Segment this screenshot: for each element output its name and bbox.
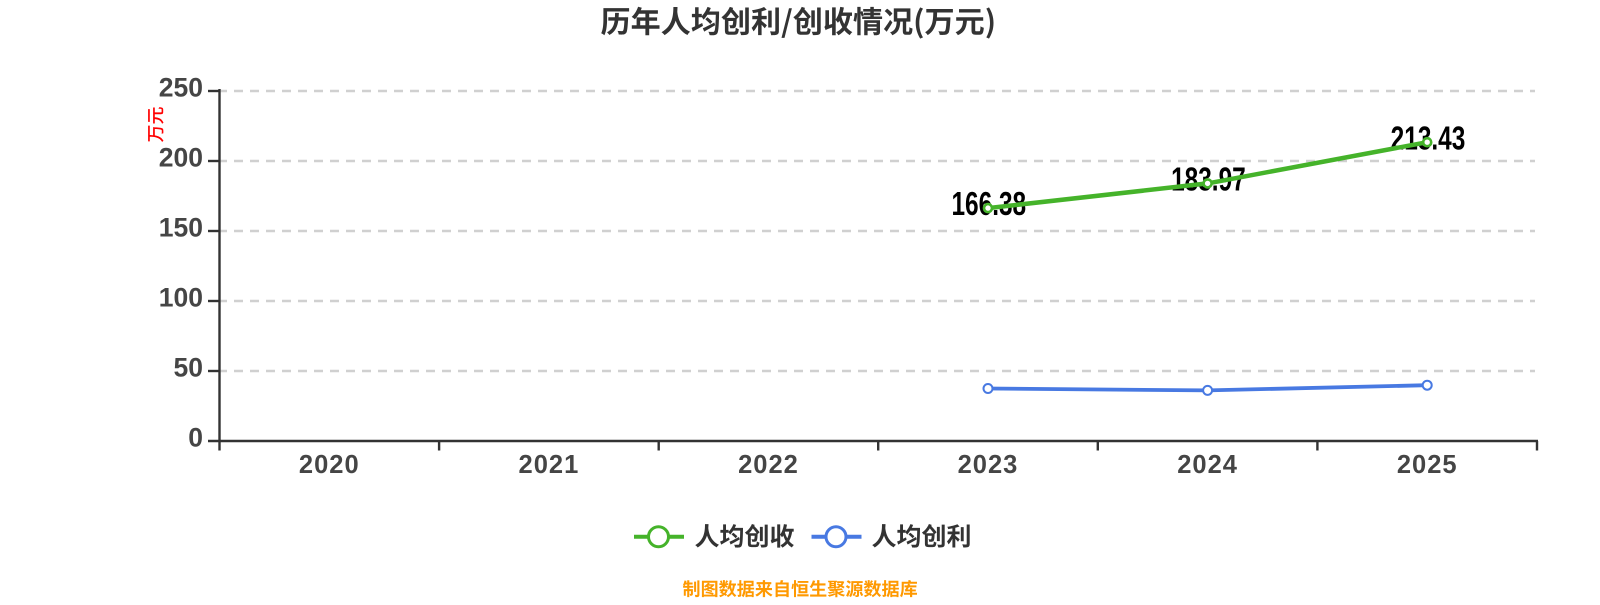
svg-text:2024: 2024 xyxy=(1177,451,1238,479)
svg-text:2022: 2022 xyxy=(738,451,799,479)
svg-text:2025: 2025 xyxy=(1397,451,1458,479)
svg-text:200: 200 xyxy=(159,143,203,173)
svg-text:100: 100 xyxy=(159,283,203,313)
svg-text:2023: 2023 xyxy=(958,451,1019,479)
svg-text:0: 0 xyxy=(188,423,203,453)
svg-text:150: 150 xyxy=(159,213,203,243)
svg-text:250: 250 xyxy=(159,73,203,103)
svg-text:50: 50 xyxy=(174,353,203,383)
svg-text:2020: 2020 xyxy=(299,451,360,479)
svg-text:2021: 2021 xyxy=(519,451,580,479)
